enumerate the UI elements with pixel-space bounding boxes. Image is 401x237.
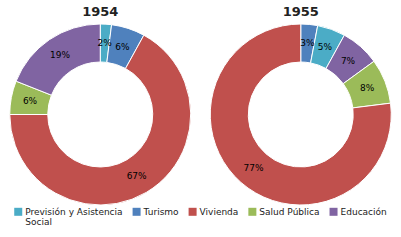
legend-label: Vivienda [200, 207, 239, 217]
legend-label: Salud Pública [259, 207, 319, 217]
legend-swatch [248, 208, 256, 216]
legend-item: Salud Pública [248, 207, 319, 217]
legend-label: Educación [341, 207, 387, 217]
data-labels: 2%6%67%6%19% [23, 38, 147, 181]
data-label: 3% [300, 38, 315, 48]
wedges [210, 24, 391, 205]
data-label: 6% [115, 42, 130, 52]
title: 1954 [82, 4, 118, 19]
data-label: 77% [243, 163, 263, 173]
pie-chart: 1955 3%5% 7% 8% 77% [210, 4, 391, 205]
wedge [16, 24, 100, 95]
legend-item: Educación [330, 207, 387, 217]
data-label: 5% [318, 42, 333, 52]
legend-swatch [330, 208, 338, 216]
data-label: 7% [341, 56, 356, 66]
wedge [210, 24, 391, 205]
data-label: 67% [127, 171, 147, 181]
legend: Previsión y AsistenciaSocial Turismo Vivie… [14, 207, 387, 227]
wedges [10, 24, 191, 205]
legend-item: Previsión y AsistenciaSocial [14, 207, 122, 227]
title: 1955 [283, 4, 319, 19]
pie-chart: 19542%6%67%6%19% [10, 4, 191, 205]
legend-item: Vivienda [189, 207, 239, 217]
data-label: 19% [50, 50, 70, 60]
data-label: 8% [360, 83, 375, 93]
legend-swatch [133, 208, 141, 216]
data-label: 2% [98, 38, 113, 48]
data-labels: 3%5% 7% 8% 77% [243, 38, 374, 173]
chart: 19542%6%67%6%19%Previsión y AsistenciaSo… [0, 0, 401, 237]
legend-swatch [189, 208, 197, 216]
legend-label: Turismo [143, 207, 179, 217]
legend-label: Previsión y AsistenciaSocial [25, 207, 122, 227]
wedge [343, 61, 390, 108]
legend-swatch [14, 208, 22, 216]
data-label: 6% [23, 96, 38, 106]
legend-item: Turismo [133, 207, 179, 217]
